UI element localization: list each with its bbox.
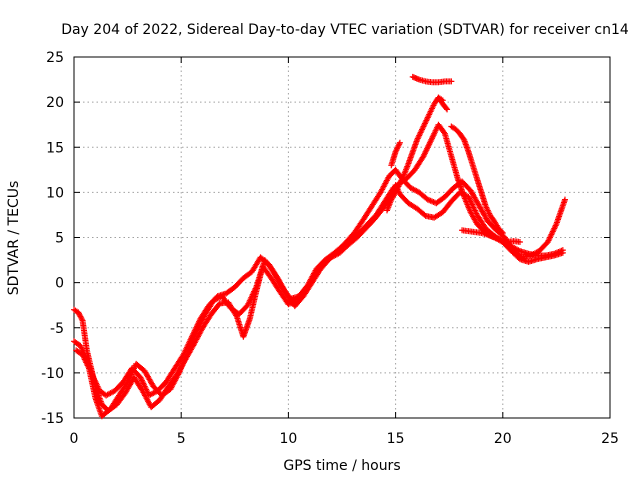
y-tick-label: 20	[46, 95, 64, 111]
y-tick-label: 10	[46, 185, 64, 201]
data-point-marker	[460, 135, 467, 142]
data-point-marker	[516, 239, 523, 246]
data-point-marker	[78, 316, 85, 323]
y-tick-label: 15	[46, 140, 64, 156]
y-axis-tick-labels: -15 -10 -5 0 5 10 15 20 25	[41, 50, 64, 427]
y-tick-label: 25	[46, 50, 64, 66]
data-point-marker	[421, 211, 428, 218]
x-axis-label: GPS time / hours	[283, 458, 400, 474]
series-track-4	[384, 94, 446, 214]
x-axis-tick-labels: 0 5 10 15 20 25	[70, 431, 619, 447]
data-point-marker	[443, 105, 450, 112]
chart-title: Day 204 of 2022, Sidereal Day-to-day VTE…	[61, 22, 629, 38]
x-tick-label: 10	[279, 431, 297, 447]
y-tick-label: -10	[41, 366, 64, 382]
data-point-marker	[498, 228, 505, 235]
y-tick-label: -5	[50, 321, 64, 337]
axis-ticks	[73, 56, 611, 419]
series-track-6	[409, 73, 455, 86]
data-point-marker	[440, 129, 447, 136]
data-point-marker	[561, 196, 568, 203]
y-axis-label: SDTVAR / TECUs	[6, 181, 22, 296]
data-points	[71, 73, 568, 420]
grid-lines	[74, 57, 610, 418]
series-track-7	[435, 94, 451, 113]
data-point-marker	[499, 229, 506, 236]
data-point-marker	[396, 139, 403, 146]
x-tick-label: 20	[494, 431, 512, 447]
x-tick-label: 25	[601, 431, 619, 447]
y-tick-label: 5	[55, 231, 64, 247]
y-tick-label: -15	[41, 411, 64, 427]
series-track-5	[448, 123, 506, 236]
series-track-9	[459, 227, 523, 246]
x-tick-label: 15	[387, 431, 405, 447]
data-point-marker	[448, 78, 455, 85]
data-point-marker	[559, 247, 566, 254]
series-track-8	[388, 139, 403, 169]
y-tick-label: 0	[55, 276, 64, 292]
data-point-marker	[444, 106, 451, 113]
x-tick-label: 5	[177, 431, 186, 447]
x-tick-label: 0	[70, 431, 79, 447]
